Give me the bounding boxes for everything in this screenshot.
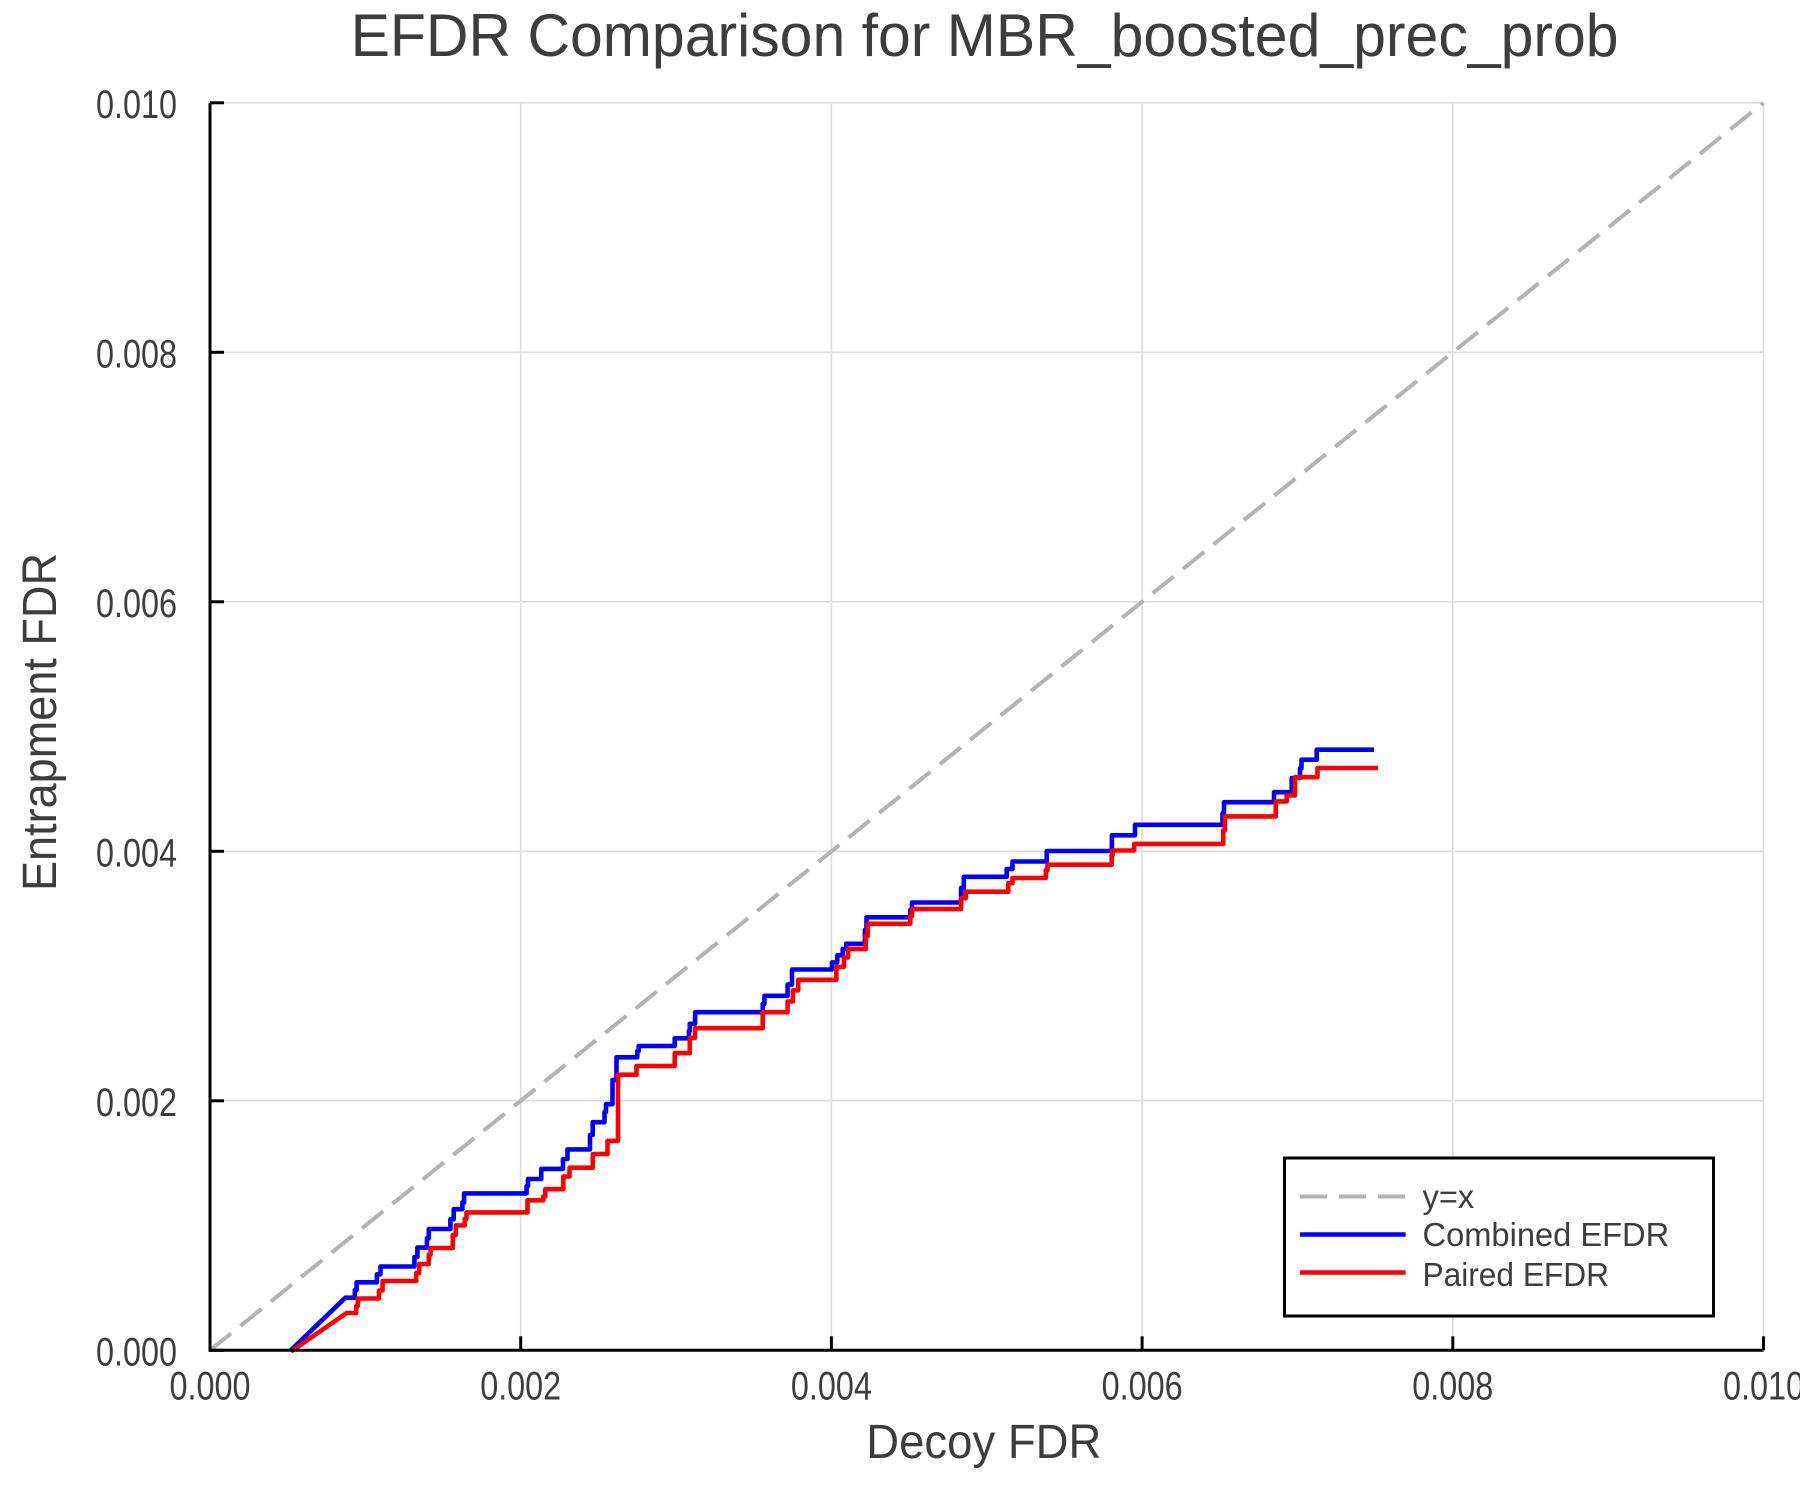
svg-text:0.006: 0.006 [96,582,177,626]
svg-text:0.000: 0.000 [96,1330,177,1374]
svg-text:0.004: 0.004 [791,1364,872,1408]
svg-text:0.010: 0.010 [1723,1364,1800,1408]
svg-text:0.004: 0.004 [96,831,177,875]
svg-text:0.008: 0.008 [96,332,177,376]
svg-text:0.000: 0.000 [170,1364,251,1408]
svg-text:0.010: 0.010 [96,83,177,127]
svg-text:Combined EFDR: Combined EFDR [1423,1216,1670,1253]
svg-text:Paired EFDR: Paired EFDR [1423,1256,1610,1293]
svg-text:0.006: 0.006 [1102,1364,1183,1408]
svg-text:Entrapment FDR: Entrapment FDR [14,553,67,891]
svg-text:y=x: y=x [1423,1178,1475,1215]
svg-text:0.008: 0.008 [1412,1364,1493,1408]
svg-text:EFDR Comparison for MBR_booste: EFDR Comparison for MBR_boosted_prec_pro… [351,2,1619,69]
svg-text:0.002: 0.002 [96,1081,177,1125]
svg-text:0.002: 0.002 [480,1364,561,1408]
svg-text:Decoy FDR: Decoy FDR [866,1416,1101,1469]
